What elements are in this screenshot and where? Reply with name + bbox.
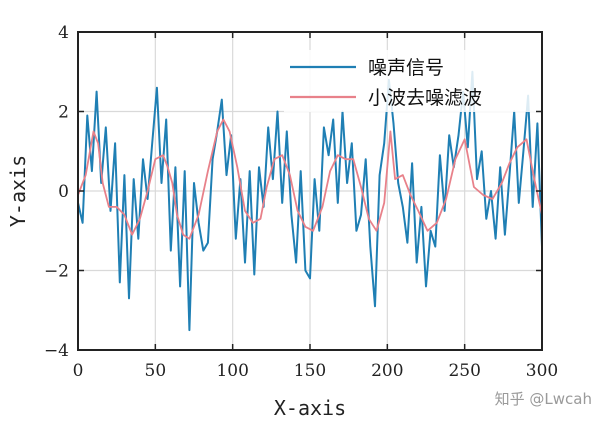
x-tick-label: 250: [448, 361, 480, 381]
legend: 噪声信号 小波去噪滤波: [284, 50, 536, 112]
x-axis-label: X-axis: [274, 396, 346, 420]
legend-label-noisy: 噪声信号: [368, 57, 444, 79]
x-tick-label: 100: [216, 361, 248, 381]
y-tick-label: −4: [44, 341, 69, 361]
x-tick-label: 300: [526, 361, 558, 381]
y-tick-label: 0: [58, 182, 69, 202]
y-tick-label: −2: [44, 262, 69, 282]
x-axis: 0 50 100 150 200 250 300: [73, 32, 558, 381]
legend-box: [284, 50, 536, 112]
y-axis: −4 −2 0 2 4: [44, 23, 542, 361]
y-tick-label: 2: [58, 103, 69, 123]
x-tick-label: 150: [294, 361, 326, 381]
legend-label-denoised: 小波去噪滤波: [368, 87, 482, 109]
x-tick-label: 50: [145, 361, 167, 381]
x-tick-label: 0: [73, 361, 84, 381]
series-line-wavelet-denoised: [77, 118, 543, 240]
x-tick-label: 200: [371, 361, 403, 381]
y-axis-label: Y-axis: [6, 155, 30, 227]
watermark: 知乎 @Lwcah: [495, 390, 592, 408]
y-tick-label: 4: [58, 23, 69, 43]
